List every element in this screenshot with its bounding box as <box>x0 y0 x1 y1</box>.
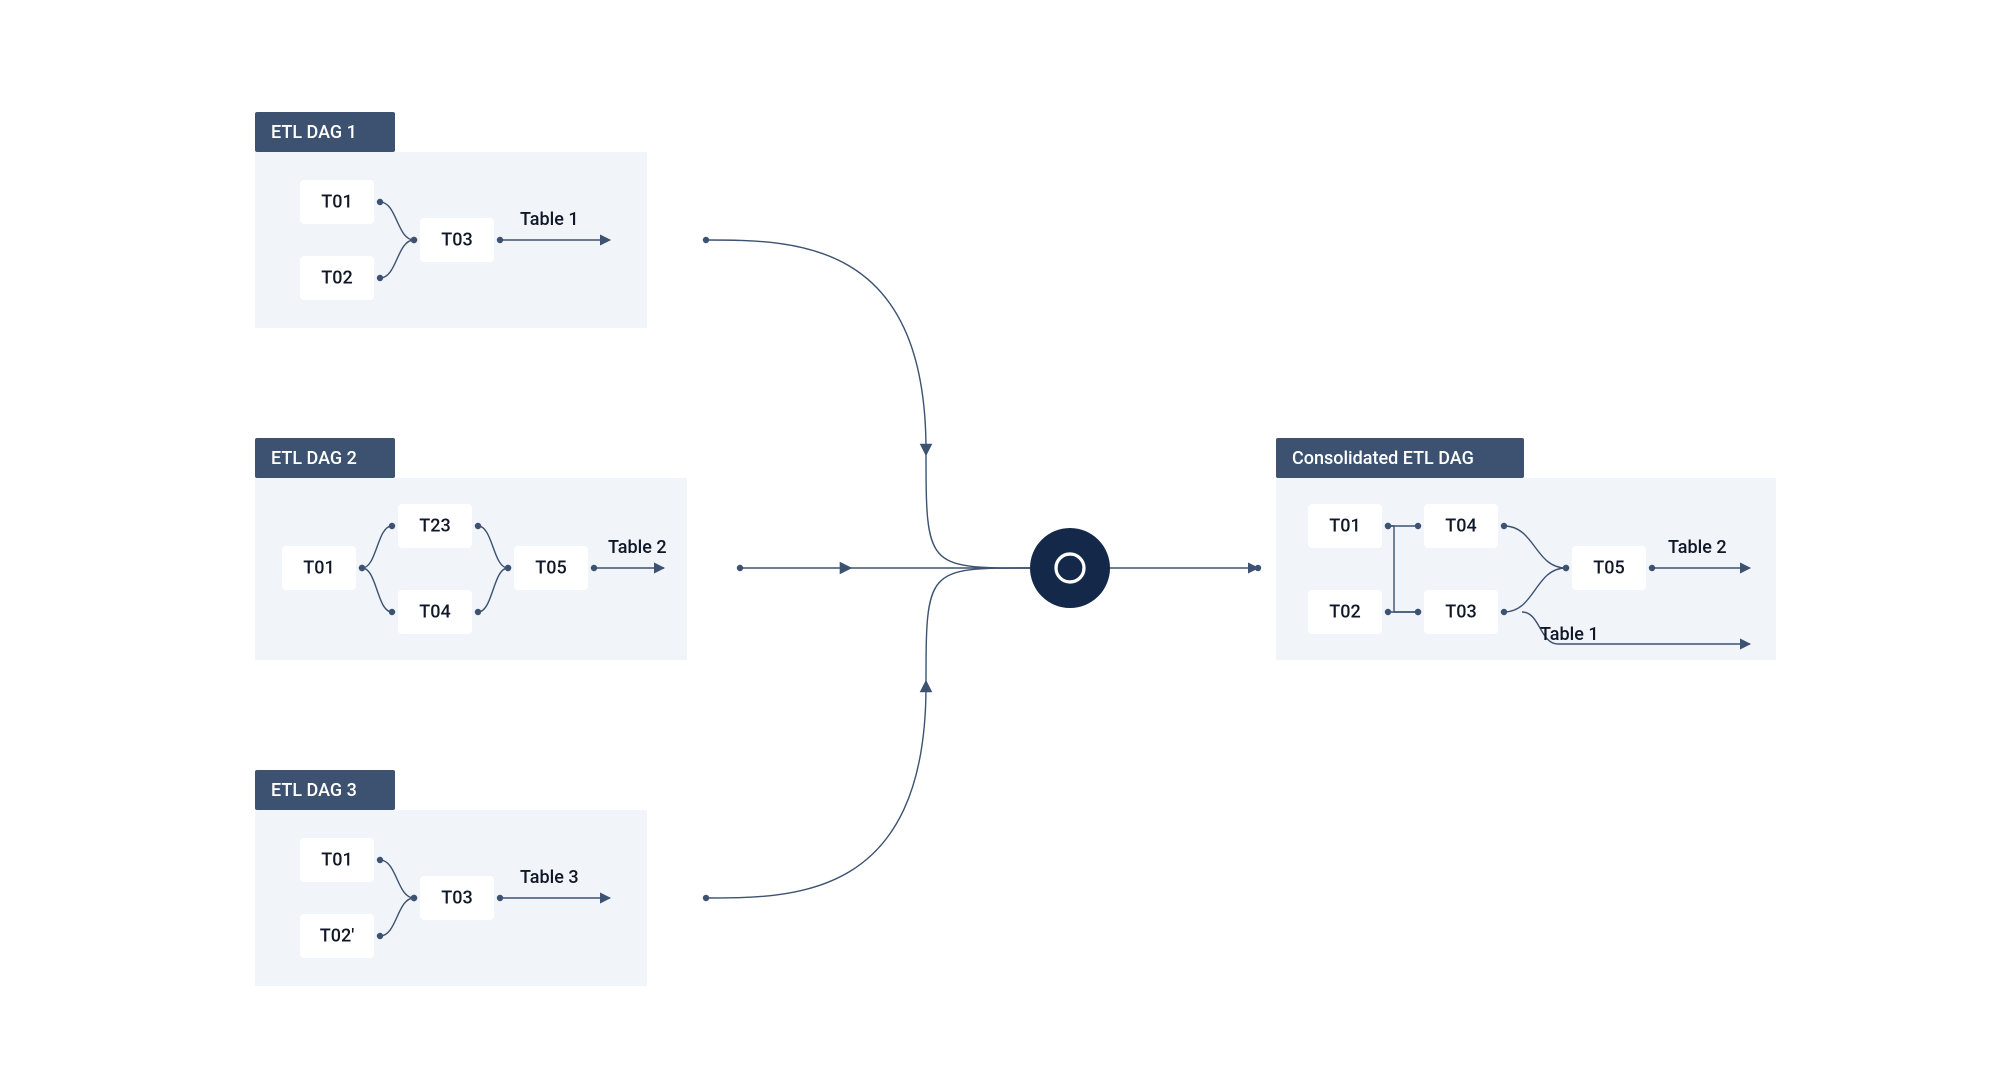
diagram-canvas: ETL DAG 1 T01 T02 T03 Table 1 ETL DAG 2 T01 T23… <box>0 0 2000 1087</box>
node-label: T01 <box>321 850 352 871</box>
node-label: T02 <box>1329 602 1360 623</box>
panel-dag3: ETL DAG 3 T01 T02' T03 Table 3 <box>255 770 647 986</box>
node-label: T05 <box>1593 558 1624 579</box>
output-label: Table 2 <box>608 537 667 558</box>
panel-title: ETL DAG 1 <box>271 122 357 143</box>
flow-dag3-to-hub <box>706 686 926 898</box>
panel-consolidated: Consolidated ETL DAG T01 T02 T04 T03 T05 Table… <box>1276 438 1776 660</box>
node-label: T03 <box>441 230 472 251</box>
node-label: T04 <box>1445 516 1476 537</box>
node-label: T05 <box>535 558 566 579</box>
output-label: Table 2 <box>1668 537 1727 558</box>
flow-dag3-to-hub <box>926 568 1030 686</box>
output-label: Table 1 <box>520 209 579 230</box>
node-label: T02 <box>321 268 352 289</box>
node-label: T01 <box>303 558 334 579</box>
panel-title: Consolidated ETL DAG <box>1292 448 1474 469</box>
node-label: T04 <box>419 602 450 623</box>
panel-dag2: ETL DAG 2 T01 T23 T04 T05 Table 2 <box>255 438 687 660</box>
node-label: T02' <box>320 926 354 947</box>
node-label: T03 <box>441 888 472 909</box>
node-label: T03 <box>1445 602 1476 623</box>
panel-title: ETL DAG 3 <box>271 780 357 801</box>
node-label: T01 <box>321 192 352 213</box>
flow-dag1-to-hub <box>706 240 926 450</box>
node-label: T23 <box>419 516 450 537</box>
panel-dag1: ETL DAG 1 T01 T02 T03 Table 1 <box>255 112 647 328</box>
hub-circle <box>1030 528 1110 608</box>
panel-title: ETL DAG 2 <box>271 448 357 469</box>
flow-dag1-to-hub <box>926 450 1030 568</box>
node-label: T01 <box>1329 516 1360 537</box>
output-label: Table 3 <box>520 867 579 888</box>
output-label: Table 1 <box>1540 624 1599 645</box>
